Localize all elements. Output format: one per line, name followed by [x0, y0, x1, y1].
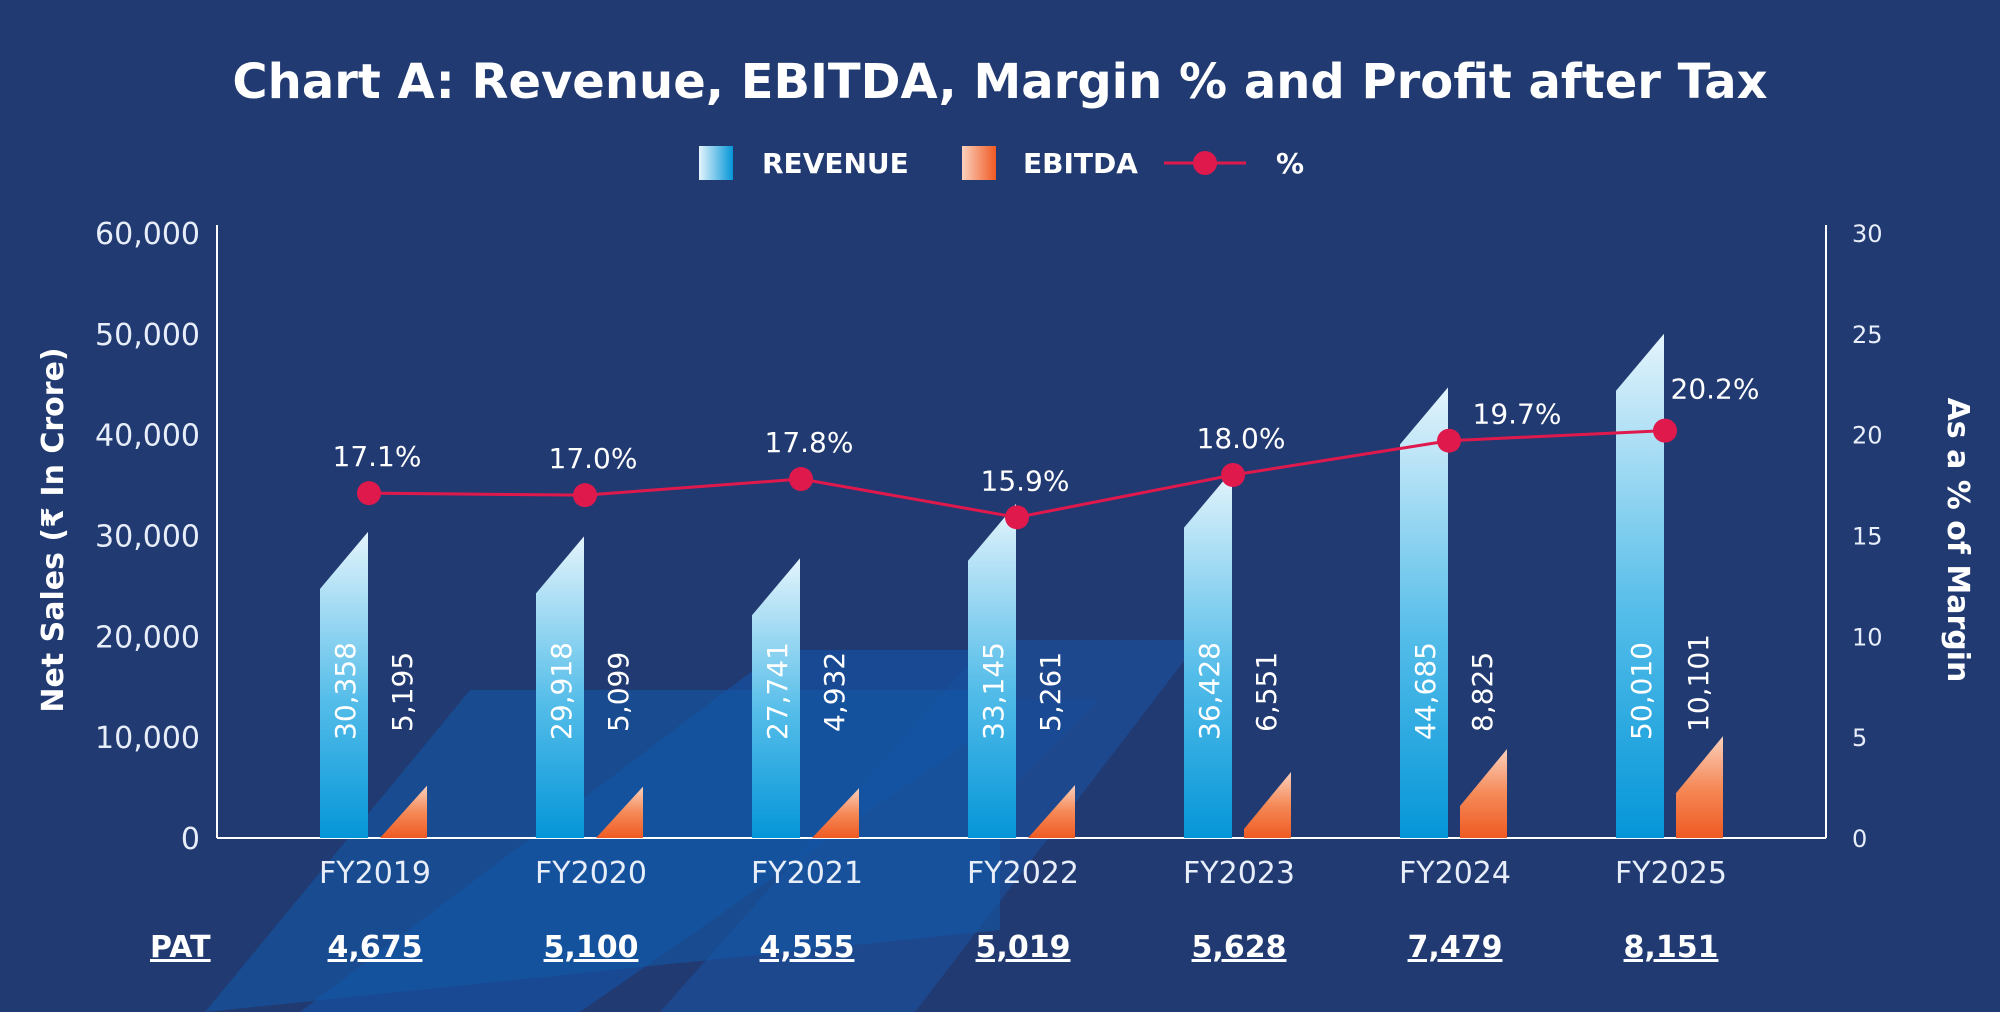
ebitda-bar	[1028, 784, 1075, 838]
revenue-value-label: 30,358	[329, 642, 362, 740]
revenue-value-label: 27,741	[761, 642, 794, 740]
ebitda-bar	[1244, 771, 1291, 838]
revenue-value-label: 36,428	[1193, 642, 1226, 740]
margin-value-label: 17.0%	[549, 442, 638, 475]
revenue-bar	[536, 536, 584, 838]
y-tick-label: 20,000	[95, 620, 200, 655]
y-tick-label: 50,000	[95, 318, 200, 353]
margin-point	[1437, 428, 1461, 453]
y-axis-title-left: Net Sales (₹ In Crore)	[36, 347, 71, 712]
x-category-label: FY2020	[535, 856, 647, 891]
revenue-bar	[1184, 470, 1232, 838]
legend-ebitda-label: EBITDA	[1023, 147, 1138, 180]
pat-value: 5,019	[976, 930, 1071, 965]
margin-value-label: 17.1%	[333, 440, 422, 473]
ebitda-bar	[596, 786, 643, 838]
revenue-bar	[1616, 333, 1664, 838]
margin-value-label: 20.2%	[1671, 373, 1760, 406]
y-tick-label: 40,000	[95, 419, 200, 454]
y-tick-label: 60,000	[95, 217, 200, 252]
ebitda-bar	[812, 788, 859, 838]
y2-tick-label: 15	[1852, 523, 1883, 551]
y2-tick-label: 30	[1852, 220, 1883, 248]
margin-value-label: 15.9%	[981, 464, 1070, 497]
y2-tick-label: 25	[1852, 321, 1883, 349]
revenue-value-label: 33,145	[977, 642, 1010, 740]
x-categories: FY2019 FY2020 FY2021 FY2022 FY2023 FY2024 FY20…	[319, 856, 1727, 891]
revenue-bar	[320, 531, 368, 838]
margin-value-label: 18.0%	[1197, 422, 1286, 455]
x-category-label: FY2021	[751, 856, 863, 891]
pat-value: 7,479	[1408, 930, 1503, 965]
legend-margin-marker	[1193, 151, 1217, 175]
ebitda-bar	[1460, 749, 1507, 838]
y2-tick-label: 5	[1852, 724, 1867, 752]
revenue-value-label: 44,685	[1409, 642, 1442, 740]
revenue-bar	[1400, 387, 1448, 838]
pat-value: 4,675	[328, 930, 423, 965]
ebitda-value-label: 5,261	[1034, 652, 1067, 732]
margin-point	[357, 481, 381, 506]
y2-tick-label: 10	[1852, 623, 1883, 651]
chart-title: Chart A: Revenue, EBITDA, Margin % and P…	[232, 54, 1767, 110]
margin-point	[573, 483, 597, 508]
ebitda-value-label: 10,101	[1682, 634, 1715, 732]
legend: REVENUE EBITDA %	[699, 146, 1304, 180]
ebitda-value-label: 8,825	[1466, 652, 1499, 732]
revenue-bar	[752, 558, 800, 838]
ebitda-value-label: 4,932	[818, 652, 851, 732]
x-category-label: FY2024	[1399, 856, 1511, 891]
margin-value-label: 19.7%	[1473, 398, 1562, 431]
legend-ebitda-swatch	[962, 146, 996, 180]
ebitda-bar	[380, 785, 427, 838]
margin-point	[789, 467, 813, 492]
legend-revenue-swatch	[699, 146, 733, 180]
margin-point	[1005, 505, 1029, 530]
ebitda-value-label: 5,099	[602, 652, 635, 732]
y-tick-label: 10,000	[95, 721, 200, 756]
ebitda-value-label: 6,551	[1250, 652, 1283, 732]
revenue-bar	[968, 503, 1016, 838]
y-tick-label: 0	[181, 822, 200, 857]
x-category-label: FY2023	[1183, 856, 1295, 891]
y-ticks-left: 60,000 50,000 40,000 30,000 20,000 10,000 0	[95, 217, 200, 857]
x-category-label: FY2019	[319, 856, 431, 891]
x-category-label: FY2025	[1615, 856, 1727, 891]
pat-label: PAT	[150, 930, 211, 965]
legend-revenue-label: REVENUE	[762, 147, 909, 180]
pat-value: 8,151	[1624, 930, 1719, 965]
y2-tick-label: 0	[1852, 825, 1867, 853]
revenue-value-label: 50,010	[1625, 642, 1658, 740]
margin-point	[1221, 463, 1245, 487]
y2-tick-label: 20	[1852, 422, 1883, 450]
pat-value: 4,555	[760, 930, 855, 965]
bar-labels: 30,358 5,195 29,918 5,099 27,741 4,932 33,145 5…	[329, 634, 1715, 740]
bars	[320, 333, 1723, 838]
ebitda-value-label: 5,195	[386, 652, 419, 732]
margin-line: 17.1% 17.0% 17.8% 15.9% 18.0% 19.7% 20.2%	[333, 373, 1760, 530]
y-ticks-right: 30 25 20 15 10 5 0	[1852, 220, 1883, 853]
y-axis-title-right: As a % of Margin	[1940, 398, 1975, 683]
margin-point	[1653, 418, 1677, 443]
x-category-label: FY2022	[967, 856, 1079, 891]
pat-value: 5,100	[544, 930, 639, 965]
pat-value: 5,628	[1192, 930, 1287, 965]
legend-margin-label: %	[1276, 147, 1304, 180]
revenue-value-label: 29,918	[545, 642, 578, 740]
ebitda-bar	[1676, 736, 1723, 838]
pat-row: 4,675 5,100 4,555 5,019 5,628 7,479 8,151 PAT	[150, 930, 1718, 965]
background-decor	[205, 640, 1200, 1012]
y-tick-label: 30,000	[95, 520, 200, 555]
margin-value-label: 17.8%	[765, 426, 854, 459]
